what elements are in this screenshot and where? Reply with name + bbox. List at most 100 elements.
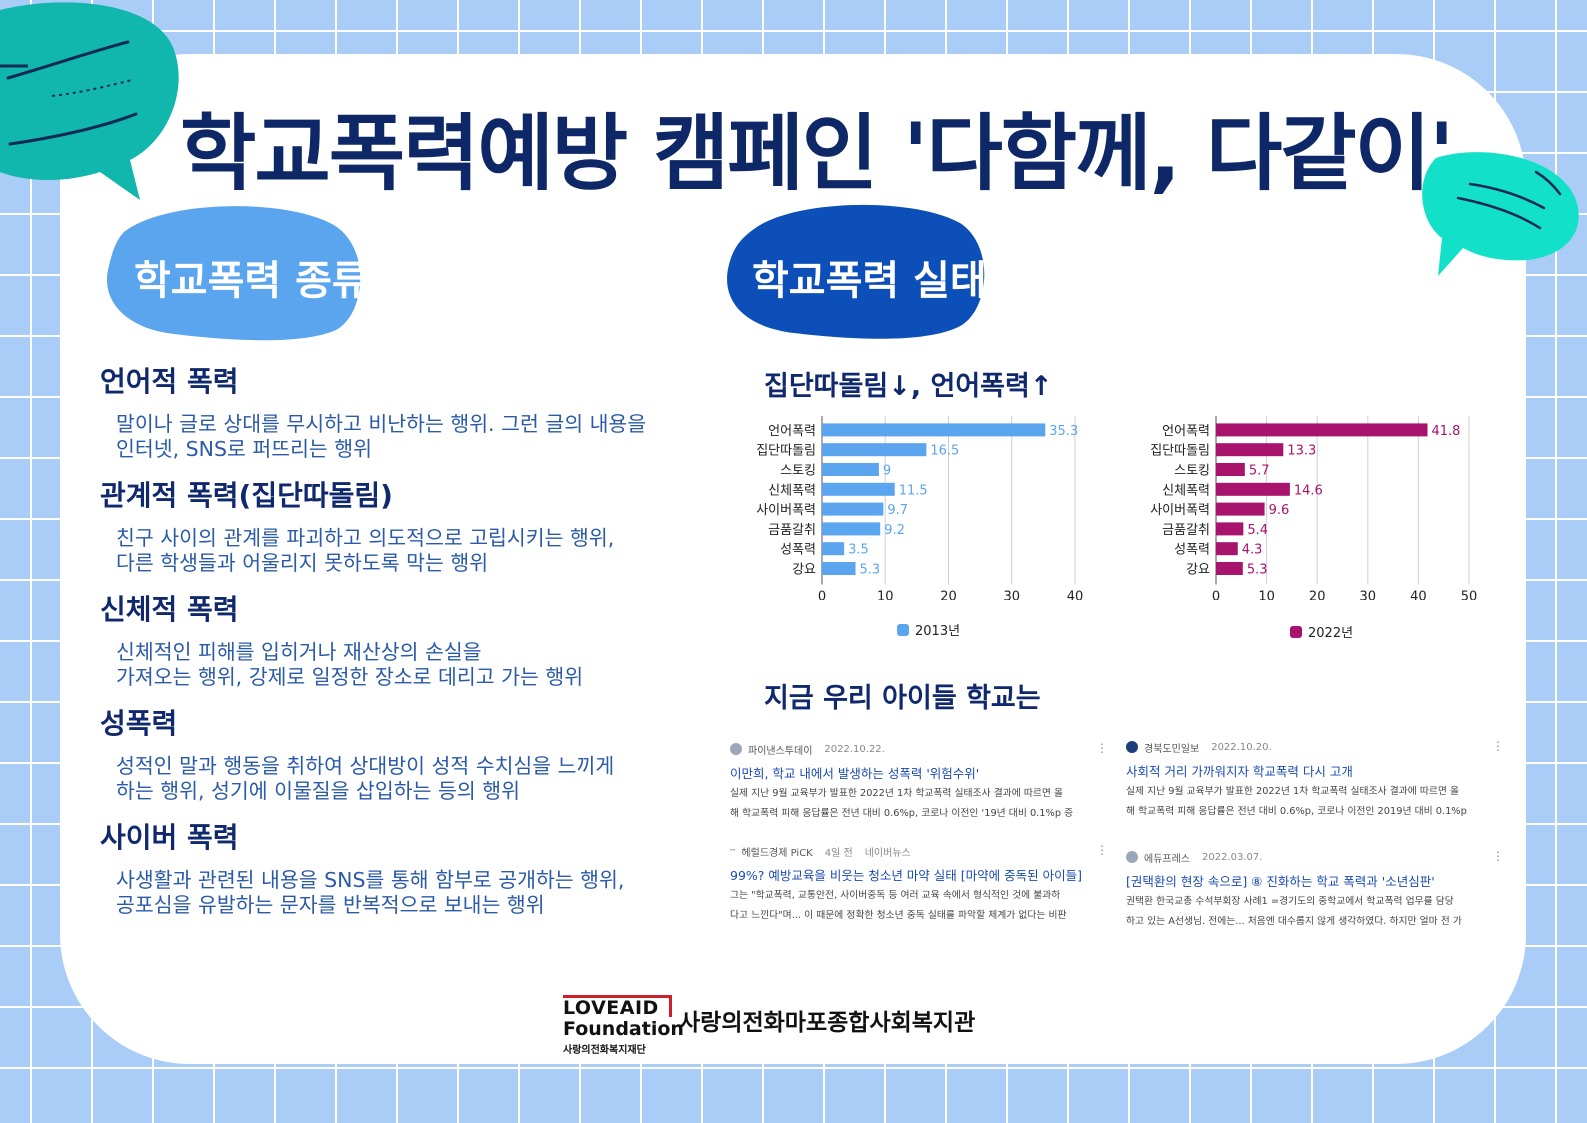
news-source-icon	[1126, 851, 1138, 863]
charts-heading: 집단따돌림↓, 언어폭력↑	[764, 371, 1053, 402]
data-label: 5.4	[1247, 523, 1268, 538]
news-snippet: 하고 있는 A선생님. 전에는... 처음엔 대수롭지 않게 생각하였다. 하지…	[1126, 916, 1462, 927]
news-source: 에듀프레스	[1144, 853, 1190, 865]
legend-2022: 2022년	[1290, 622, 1353, 641]
section-blob-light	[106, 206, 361, 341]
news-snippet: 권택환 한국교총 수석부회장 사례1 =경기도의 중학교에서 학교폭력 업무를 …	[1126, 896, 1454, 907]
bar	[1216, 522, 1244, 536]
news-headline[interactable]: 사회적 거리 가까워지자 학교폭력 다시 고개	[1126, 764, 1353, 779]
x-tick-label: 40	[1410, 589, 1427, 600]
bar	[1216, 443, 1284, 457]
data-label: 9	[883, 464, 891, 479]
news-snippet: 해 학교폭력 피해 응답률은 전년 대비 0.6%p, 코로나 이전인 2019…	[1126, 806, 1467, 817]
bar-chart-2013: 0 10 20 30 40 언어폭력 35.3 집단따돌림 16.5 스토킹 9 신체폭력 11.5 사이…	[756, 416, 1084, 600]
data-label: 41.8	[1432, 424, 1461, 439]
x-tick-label: 40	[1067, 589, 1084, 600]
data-label: 35.3	[1049, 424, 1078, 439]
data-label: 5.3	[860, 563, 881, 578]
bar	[822, 522, 881, 536]
news-date: 2022.10.22.	[824, 743, 885, 755]
more-options-icon[interactable]: ⋮	[1096, 843, 1108, 857]
news-date: 2022.03.07.	[1202, 851, 1263, 863]
type-block-cyber: 사이버 폭력 사생활과 관련된 내용을 SNS를 통해 함부로 공개하는 행위,…	[100, 818, 700, 918]
more-options-icon[interactable]: ⋮	[1492, 739, 1504, 753]
bar	[1216, 562, 1243, 575]
type-heading: 관계적 폭력(집단따돌림)	[100, 479, 393, 512]
type-block-sexual: 성폭력 성적인 말과 행동을 취하여 상대방이 성적 수치심을 느끼게 하는 행…	[100, 704, 700, 804]
news-snippet: 실제 지난 9월 교육부가 발표한 2022년 1차 학교폭력 실태조사 결과에…	[730, 788, 1064, 799]
news-meta: 에듀프레스 2022.03.07. ⋮	[1126, 849, 1504, 865]
category-label: 성폭력	[780, 543, 816, 558]
x-tick-label: 30	[1003, 589, 1020, 600]
news-item[interactable]: 에듀프레스 2022.03.07. ⋮ [권택환의 현장 속으로] ⑧ 진화하는…	[1126, 849, 1504, 930]
data-label: 11.5	[899, 483, 928, 498]
section-label-status: 학교폭력 실태	[752, 258, 987, 304]
category-label: 성폭력	[1174, 543, 1210, 558]
data-label: 16.5	[930, 444, 959, 459]
news-extra[interactable]: 네이버뉴스	[864, 847, 911, 859]
footer: LOVEAID Foundation 사랑의전화복지재단 사랑의전화마포종합사회…	[563, 995, 976, 1056]
news-date: 4일 전	[824, 847, 853, 859]
bar	[1216, 502, 1265, 516]
type-description: 신체적인 피해를 입히거나 재산상의 손실을 가져오는 행위, 강제로 일정한 …	[116, 640, 584, 689]
type-heading: 성폭력	[100, 707, 178, 740]
logo-text: LOVEAID	[563, 997, 659, 1019]
news-source: 파이낸스투데이	[748, 745, 813, 757]
news-snippet: 해 학교폭력 피해 응답률은 전년 대비 0.6%p, 코로나 이전인 '19년…	[730, 808, 1074, 819]
news-source-icon: ┈	[730, 846, 736, 856]
x-tick-label: 30	[1360, 589, 1377, 600]
category-label: 스토킹	[1174, 464, 1210, 479]
category-label: 신체폭력	[1162, 483, 1210, 498]
bar	[1216, 482, 1290, 496]
category-label: 강요	[792, 563, 816, 578]
category-label: 금품갈취	[768, 523, 816, 538]
chart-2013: 0 10 20 30 40 언어폭력 35.3 집단따돌림 16.5 스토킹 9 신체폭력 11.5 사이…	[740, 410, 1090, 600]
x-tick-label: 0	[1212, 589, 1220, 600]
type-block-physical: 신체적 폭력 신체적인 피해를 입히거나 재산상의 손실을 가져오는 행위, 강…	[100, 590, 700, 690]
news-item[interactable]: ┈ 헤럴드경제 PiCK 4일 전 네이버뉴스 ⋮ 99%? 예방교육을 비웃는…	[730, 843, 1108, 924]
data-label: 13.3	[1287, 444, 1316, 459]
category-label: 집단따돌림	[756, 444, 816, 459]
news-headline[interactable]: [권택환의 현장 속으로] ⑧ 진화하는 학교 폭력과 '소년심판'	[1126, 874, 1435, 889]
organization-name: 사랑의전화마포종합사회복지관	[679, 1010, 976, 1036]
speech-bubble-icon	[1422, 152, 1579, 276]
logo-bar	[563, 995, 671, 998]
x-tick-label: 50	[1461, 589, 1478, 600]
news-item[interactable]: 파이낸스투데이 2022.10.22. ⋮ 이만희, 학교 내에서 발생하는 성…	[730, 741, 1108, 822]
category-label: 언어폭력	[1162, 424, 1210, 439]
news-meta: 경북도민일보 2022.10.20. ⋮	[1126, 739, 1504, 755]
category-label: 집단따돌림	[1150, 444, 1210, 459]
logo-bar	[669, 995, 672, 1017]
type-description: 친구 사이의 관계를 파괴하고 의도적으로 고립시키는 행위, 다른 학생들과 …	[116, 526, 615, 575]
x-tick-label: 10	[877, 589, 894, 600]
data-label: 9.6	[1269, 503, 1290, 518]
x-tick-label: 20	[940, 589, 957, 600]
data-label: 9.2	[884, 523, 905, 538]
chart-2022: 0 10 20 30 40 50 언어폭력 41.8 집단따돌림 13.3 스토킹 5.7 신체폭력 14…	[1134, 410, 1484, 600]
bar	[822, 542, 845, 556]
news-item[interactable]: 경북도민일보 2022.10.20. ⋮ 사회적 거리 가까워지자 학교폭력 다…	[1126, 739, 1504, 820]
news-source: 헤럴드경제 PiCK	[741, 847, 813, 859]
type-heading: 신체적 폭력	[100, 593, 239, 626]
bar	[822, 482, 895, 496]
more-options-icon[interactable]: ⋮	[1492, 849, 1504, 863]
type-block-verbal: 언어적 폭력 말이나 글로 상대를 무시하고 비난하는 행위. 그런 글의 내용…	[100, 362, 700, 462]
data-label: 5.7	[1249, 464, 1270, 479]
legend-label: 2013년	[915, 624, 961, 639]
news-headline[interactable]: 이만희, 학교 내에서 발생하는 성폭력 '위험수위'	[730, 766, 980, 781]
data-label: 3.5	[848, 543, 869, 558]
page-title: 학교폭력예방 캠페인 '다함께, 다같이'	[180, 105, 1454, 202]
bar	[822, 443, 927, 457]
bar	[822, 463, 879, 476]
type-description: 성적인 말과 행동을 취하여 상대방이 성적 수치심을 느끼게 하는 행위, 성…	[116, 754, 615, 803]
bar-chart-2022: 0 10 20 30 40 50 언어폭력 41.8 집단따돌림 13.3 스토킹 5.7 신체폭력 14…	[1150, 416, 1478, 600]
more-options-icon[interactable]: ⋮	[1096, 741, 1108, 755]
news-source-icon	[1126, 741, 1138, 753]
legend-swatch	[897, 623, 909, 636]
category-label: 신체폭력	[768, 483, 816, 498]
data-label: 4.3	[1242, 543, 1263, 558]
news-headline[interactable]: 99%? 예방교육을 비웃는 청소년 마약 실태 [마약에 중독된 아이들]	[730, 868, 1082, 883]
category-label: 사이버폭력	[756, 503, 816, 518]
category-label: 언어폭력	[768, 424, 816, 439]
loveaid-logo: LOVEAID Foundation 사랑의전화복지재단	[563, 995, 684, 1056]
